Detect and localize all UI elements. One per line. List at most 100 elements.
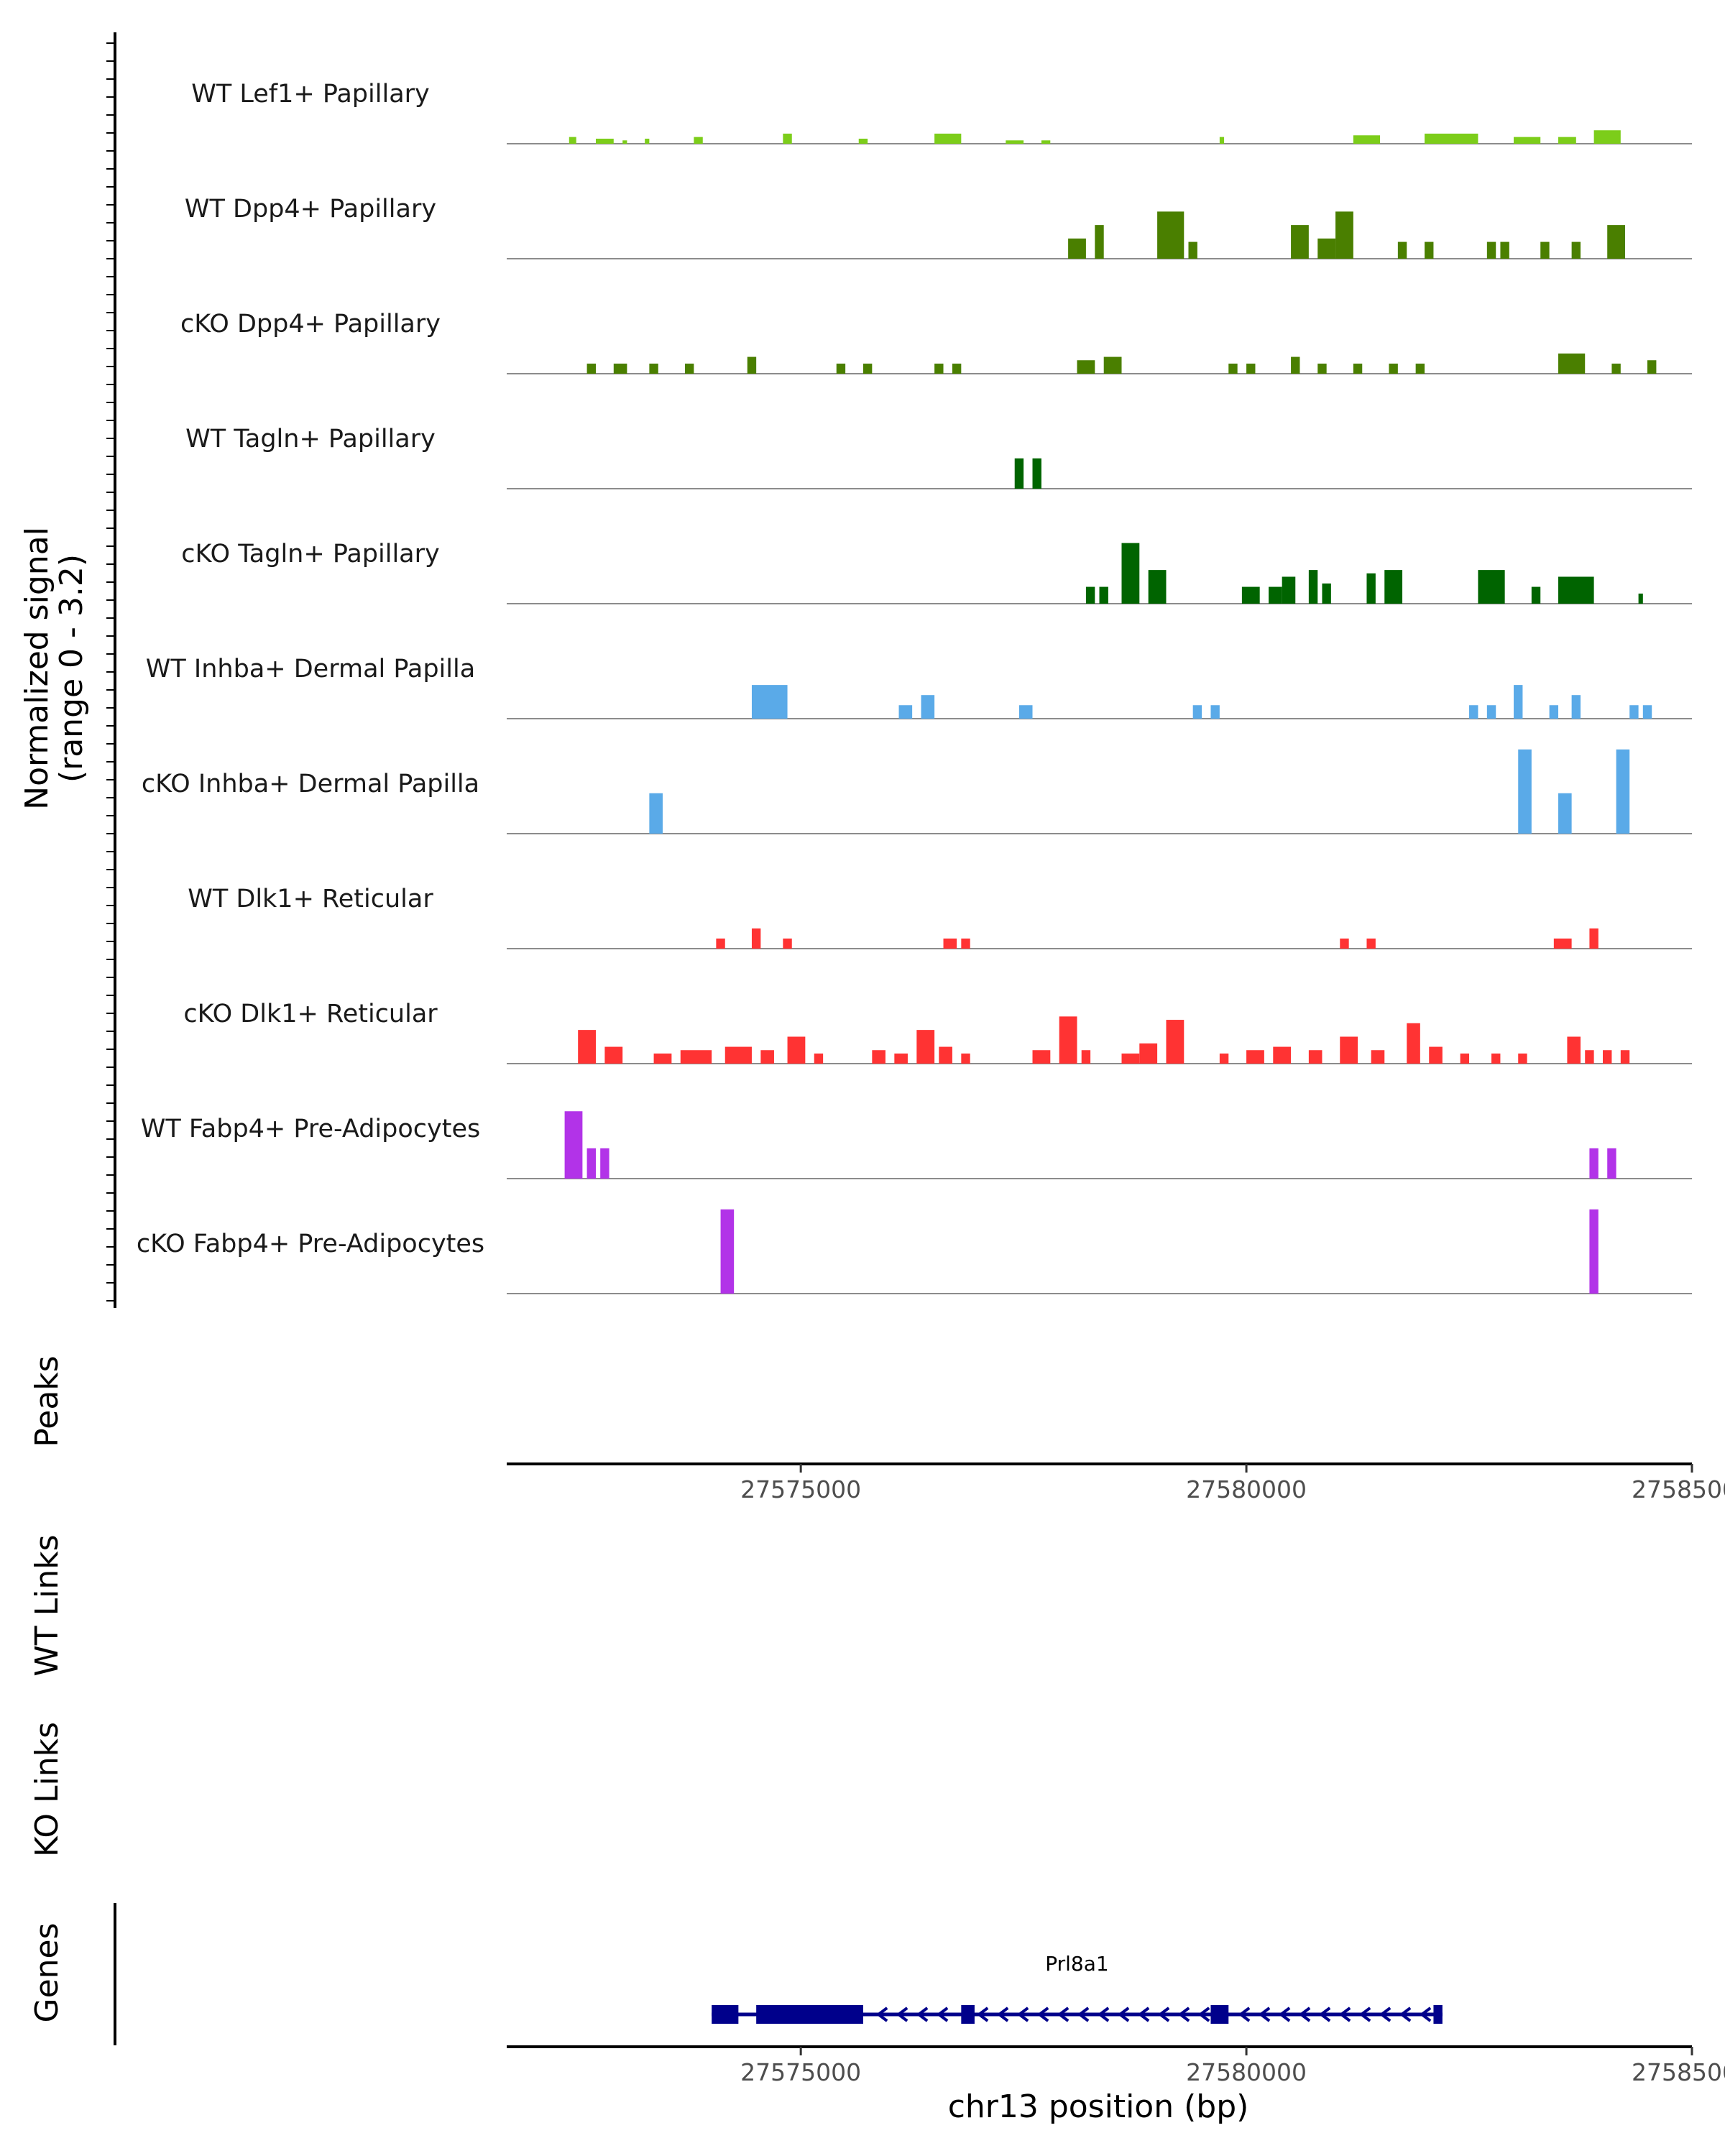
wt-links-track-label: WT Links [29, 1534, 65, 1676]
strand-arrow-icon [896, 2007, 908, 2022]
coverage-peak [898, 705, 913, 719]
coverage-peak [1558, 793, 1572, 834]
coverage-peak [1121, 543, 1140, 604]
coverage-peak [1340, 1036, 1358, 1064]
track-label: WT Fabp4+ Pre-Adipocytes [141, 1115, 480, 1143]
coverage-peak [1335, 211, 1353, 259]
coverage-peak [934, 363, 944, 374]
coverage-peak [653, 1053, 672, 1064]
coverage-peak [1571, 241, 1581, 259]
coverage-peak [1068, 238, 1086, 259]
track-label: cKO Dpp4+ Papillary [180, 310, 441, 338]
coverage-peak [613, 363, 627, 374]
coverage-peak [1567, 1036, 1581, 1064]
coverage-peak [684, 363, 694, 374]
coverage-peak [747, 356, 757, 374]
coverage-peak [1014, 458, 1024, 489]
coverage-peak [1518, 749, 1532, 834]
track-labels: WT Lef1+ Papillary WT Dpp4+ Papillary cKO … [137, 80, 484, 1258]
track-label: WT Lef1+ Papillary [191, 80, 430, 109]
coverage-peak [1032, 1050, 1051, 1064]
strand-arrow-icon [1057, 2007, 1070, 2022]
coverage-peak [1425, 133, 1478, 144]
track-label: cKO Inhba+ Dermal Papilla [142, 770, 479, 798]
coverage-peak [724, 1046, 752, 1064]
coverage-peak [1317, 363, 1327, 374]
coverage-peak [649, 363, 658, 374]
coverage-peak [1425, 241, 1434, 259]
coverage-peak [836, 363, 846, 374]
coverage-peak [1308, 570, 1318, 604]
coverage-peak [1603, 1050, 1612, 1064]
strand-arrow-icon [1117, 2007, 1130, 2022]
coverage-peak [961, 1053, 970, 1064]
coverage-peak [1246, 1050, 1264, 1064]
gene-name-label: Prl8a1 [1045, 1952, 1108, 1976]
coverage-peak [939, 1046, 952, 1064]
strand-arrow-icon [1258, 2007, 1271, 2022]
coverage-peak [1589, 1209, 1598, 1294]
coverage-peak [1246, 363, 1256, 374]
x-axis-tick-label: 27585000 [1632, 1475, 1725, 1503]
coverage-peak [1095, 225, 1104, 259]
coverage-peak [1353, 135, 1381, 144]
strand-arrow-icon [1157, 2007, 1170, 2022]
genes-track-label: Genes [29, 1922, 65, 2022]
coverage-peak [858, 138, 868, 144]
coverage-peak [1647, 360, 1657, 374]
coverage-peak [1322, 583, 1331, 604]
coverage-peak [622, 140, 627, 144]
coverage-peak [1099, 586, 1108, 604]
coverage-peak [1157, 211, 1184, 259]
strand-arrow-icon [1278, 2007, 1291, 2022]
coverage-peak [916, 1030, 935, 1064]
coverage-peak [645, 138, 650, 144]
coverage-peak [862, 363, 873, 374]
coverage-peak [1192, 705, 1202, 719]
gene-exon [961, 2005, 975, 2024]
strand-arrow-icon [1298, 2007, 1311, 2022]
strand-arrow-icon [1358, 2007, 1371, 2022]
coverage-peak [604, 1046, 623, 1064]
track-label: cKO Fabp4+ Pre-Adipocytes [137, 1230, 484, 1258]
strand-arrow-icon [1036, 2007, 1049, 2022]
coverage-peak [1308, 1050, 1322, 1064]
coverage-peak [1269, 586, 1282, 604]
coverage-peak [1340, 938, 1349, 949]
coverage-peak [1589, 928, 1598, 949]
track-label: WT Inhba+ Dermal Papilla [146, 655, 475, 683]
coverage-peak [564, 1111, 583, 1179]
coverage-peak [1429, 1046, 1443, 1064]
coverage-peak [694, 137, 703, 144]
coverage-peak [760, 1050, 774, 1064]
strand-arrow-icon [916, 2007, 929, 2022]
y-axis [106, 32, 116, 1308]
coverage-peak [595, 138, 614, 144]
coverage-peak [1589, 1148, 1598, 1179]
coverage-peak [1607, 1148, 1616, 1179]
coverage-peak [1500, 241, 1509, 259]
coverage-peak [783, 938, 792, 949]
track-label: cKO Tagln+ Papillary [181, 540, 440, 568]
track-label: WT Tagln+ Papillary [185, 425, 436, 453]
strand-arrow-icon [875, 2007, 888, 2022]
coverage-peak [1491, 1053, 1501, 1064]
coverage-peak [1553, 938, 1572, 949]
ko-links-track-label: KO Links [29, 1722, 65, 1857]
y-axis-range-label: (range 0 - 3.2) [53, 554, 90, 783]
coverage-peak [1629, 705, 1639, 719]
coverage-peak [921, 695, 935, 719]
coverage-tracks [507, 130, 1692, 1294]
gene-exon [1433, 2005, 1443, 2024]
strand-arrow-icon [1197, 2007, 1210, 2022]
gene-exon [756, 2005, 863, 2024]
coverage-peak [600, 1148, 610, 1179]
coverage-peak [1558, 353, 1586, 374]
coverage-peak [1032, 458, 1041, 489]
coverage-peak [1571, 695, 1581, 719]
coverage-peak [1219, 137, 1225, 144]
strand-arrow-icon [1419, 2007, 1432, 2022]
coverage-peak [1291, 356, 1300, 374]
coverage-peak [1607, 225, 1626, 259]
coverage-peak [783, 133, 792, 144]
